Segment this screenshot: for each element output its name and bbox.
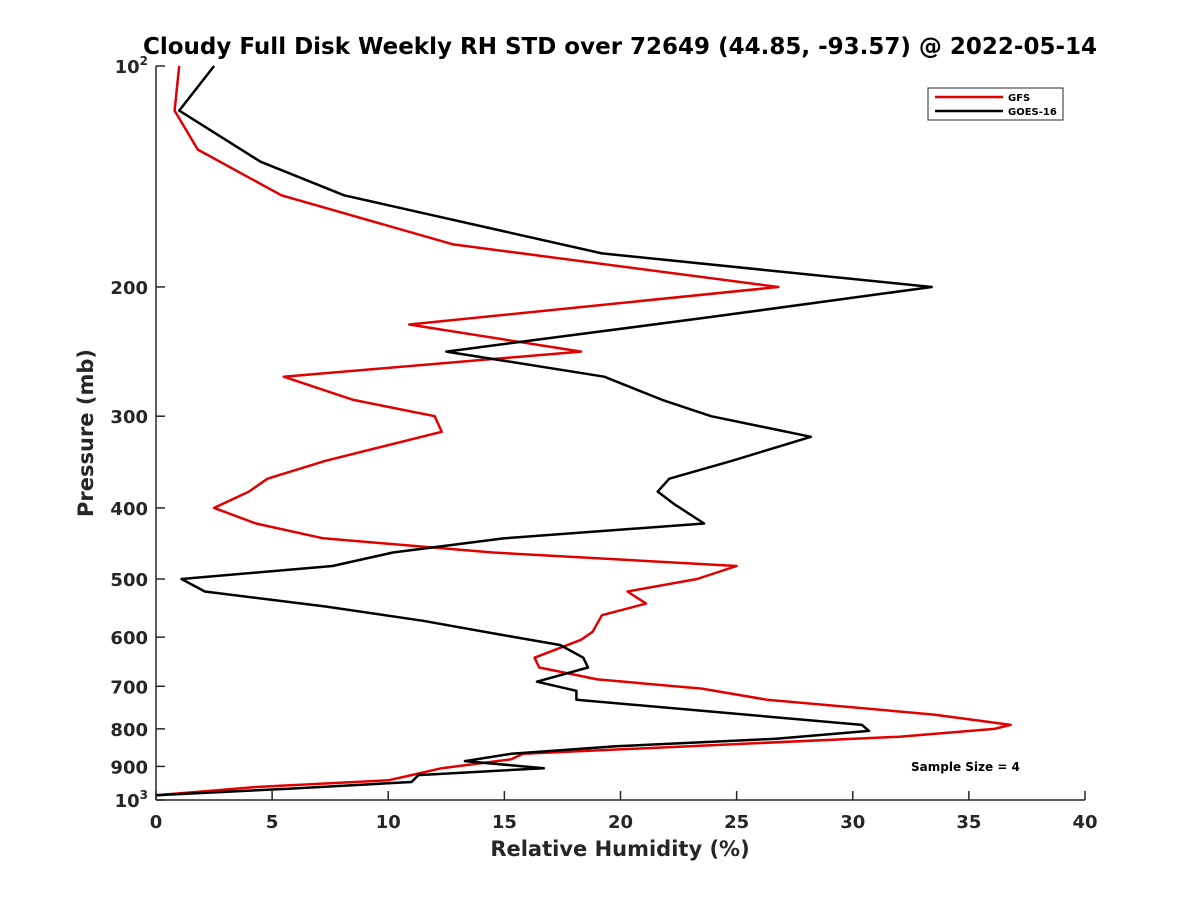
y-tick-label: 800	[110, 720, 148, 741]
chart-title: Cloudy Full Disk Weekly RH STD over 7264…	[143, 34, 1097, 60]
x-tick-label: 0	[150, 812, 163, 833]
x-tick-label: 10	[376, 812, 401, 833]
sample-size-annotation: Sample Size = 4	[911, 760, 1020, 774]
y-axis-ticks: 102 200 300 400 500 600 700 800 900 103	[110, 54, 165, 812]
legend-label-goes-16: GOES-16	[1008, 107, 1057, 118]
y-tick-label: 200	[110, 278, 148, 299]
legend: GFS GOES-16	[927, 87, 1064, 121]
y-tick-label: 600	[110, 628, 148, 649]
series-line-gfs	[155, 65, 1012, 797]
legend-box	[927, 87, 1064, 121]
y-tick-label: 700	[110, 677, 148, 698]
x-axis-ticks: 0 5 10 15 20 25 30 35 40	[150, 791, 1098, 833]
y-tick-label: 500	[110, 570, 148, 591]
y-tick-label: 900	[110, 757, 148, 778]
x-axis-label: Relative Humidity (%)	[490, 837, 749, 861]
x-tick-label: 40	[1072, 812, 1097, 833]
y-tick-label: 102	[115, 54, 148, 78]
x-tick-label: 20	[608, 812, 633, 833]
y-tick-label: 400	[110, 499, 148, 520]
x-tick-label: 5	[266, 812, 279, 833]
series-line-goes-16	[155, 65, 933, 797]
legend-label-gfs: GFS	[1008, 93, 1030, 104]
y-tick-label: 103	[115, 788, 148, 812]
series-layer	[155, 65, 1012, 797]
y-axis-label: Pressure (mb)	[74, 349, 98, 517]
x-tick-label: 30	[840, 812, 865, 833]
y-tick-label: 300	[110, 407, 148, 428]
x-tick-label: 35	[956, 812, 981, 833]
x-tick-label: 25	[724, 812, 749, 833]
x-tick-label: 15	[492, 812, 517, 833]
